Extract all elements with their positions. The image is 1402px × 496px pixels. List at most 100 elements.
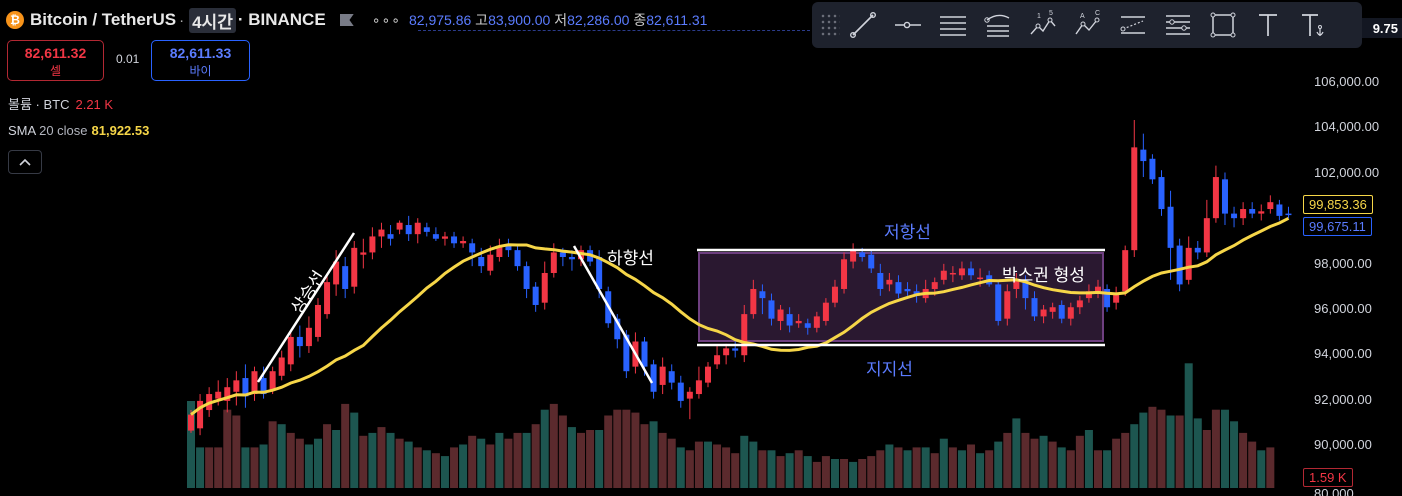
candle-body[interactable] (514, 250, 521, 267)
candle-body[interactable] (931, 282, 938, 289)
candle-body[interactable] (741, 314, 748, 356)
candle-body[interactable] (1240, 209, 1247, 219)
candle-body[interactable] (659, 366, 666, 385)
candle-body[interactable] (940, 270, 947, 280)
candle-body[interactable] (732, 348, 739, 351)
candle-body[interactable] (451, 236, 458, 244)
candle-body[interactable] (478, 257, 485, 267)
candle-body[interactable] (378, 229, 385, 237)
candle-body[interactable] (197, 400, 204, 429)
candle-body[interactable] (1212, 177, 1219, 219)
candle-body[interactable] (324, 282, 331, 315)
candle-body[interactable] (759, 291, 766, 299)
candle-body[interactable] (831, 286, 838, 303)
candle-body[interactable] (868, 254, 875, 269)
downtrend-line[interactable] (572, 245, 654, 384)
flag-icon[interactable] (339, 14, 354, 26)
parallel-channel-icon[interactable] (930, 5, 975, 45)
candle-body[interactable] (351, 247, 358, 287)
candle-body[interactable] (968, 268, 975, 276)
candle-body[interactable] (1049, 307, 1056, 312)
candle-body[interactable] (1203, 218, 1210, 253)
candle-body[interactable] (314, 304, 321, 337)
more-options-icon[interactable]: ∘∘∘ (371, 11, 401, 28)
candle-body[interactable] (859, 252, 866, 257)
candle-body[interactable] (1194, 247, 1201, 253)
candle-body[interactable] (723, 348, 730, 356)
candle-body[interactable] (414, 222, 421, 235)
candle-body[interactable] (405, 225, 412, 235)
candle-body[interactable] (260, 378, 267, 395)
timeframe[interactable]: 4시간 (189, 7, 236, 33)
candle-body[interactable] (704, 366, 711, 383)
candle-body[interactable] (1113, 293, 1120, 303)
candle-body[interactable] (977, 277, 984, 280)
candle-body[interactable] (1285, 213, 1292, 216)
candle-body[interactable] (686, 391, 693, 399)
candle-body[interactable] (188, 414, 194, 431)
candle-body[interactable] (614, 318, 621, 340)
candle-body[interactable] (251, 371, 258, 395)
candle-body[interactable] (841, 259, 848, 289)
candle-body[interactable] (750, 288, 757, 315)
buy-button[interactable]: 82,611.33 바이 (151, 40, 250, 81)
candle-body[interactable] (487, 254, 494, 271)
candle-body[interactable] (877, 272, 884, 289)
candle-body[interactable] (215, 391, 222, 399)
candle-body[interactable] (1040, 309, 1047, 317)
candle-body[interactable] (432, 234, 439, 239)
candle-body[interactable] (568, 257, 575, 260)
candle-body[interactable] (224, 387, 231, 401)
fib-extension-icon[interactable] (1155, 5, 1200, 45)
candle-body[interactable] (650, 364, 657, 392)
candle-body[interactable] (850, 250, 857, 262)
candle-body[interactable] (1185, 247, 1192, 280)
candle-body[interactable] (995, 284, 1002, 321)
candle-body[interactable] (813, 316, 820, 328)
candle-body[interactable] (523, 266, 530, 289)
candle-body[interactable] (1031, 298, 1038, 317)
candle-body[interactable] (1231, 213, 1238, 219)
candle-body[interactable] (822, 302, 829, 321)
candle-body[interactable] (1104, 288, 1111, 308)
candle-body[interactable] (1095, 286, 1101, 292)
candle-body[interactable] (333, 261, 340, 285)
candle-body[interactable] (1067, 307, 1074, 319)
candle-body[interactable] (360, 252, 367, 255)
candle-body[interactable] (695, 380, 702, 395)
candle-body[interactable] (1221, 179, 1228, 214)
anchored-text-icon[interactable] (1290, 5, 1335, 45)
candle-body[interactable] (387, 234, 394, 239)
candle-body[interactable] (1276, 204, 1283, 216)
candle-body[interactable] (596, 257, 603, 289)
candle-body[interactable] (886, 279, 893, 285)
candle-body[interactable] (287, 336, 294, 365)
candle-body[interactable] (795, 320, 802, 324)
candle-body[interactable] (469, 243, 476, 253)
candle-body[interactable] (623, 334, 630, 372)
candle-body[interactable] (342, 266, 349, 289)
text-icon[interactable] (1245, 5, 1290, 45)
candle-body[interactable] (269, 371, 276, 390)
candle-body[interactable] (958, 268, 965, 276)
candle-body[interactable] (496, 245, 503, 257)
long-position-icon[interactable] (1110, 5, 1155, 45)
candle-body[interactable] (1258, 211, 1265, 214)
candle-body[interactable] (1149, 158, 1156, 180)
candle-body[interactable] (1022, 279, 1029, 299)
candle-body[interactable] (278, 357, 285, 376)
horizontal-ray-icon[interactable] (885, 5, 930, 45)
candle-body[interactable] (895, 282, 902, 294)
candle-body[interactable] (1249, 209, 1256, 214)
candle-body[interactable] (641, 341, 648, 367)
trendline-icon[interactable] (840, 5, 885, 45)
candle-body[interactable] (1167, 206, 1174, 248)
candle-body[interactable] (460, 241, 467, 244)
candle-body[interactable] (768, 300, 775, 319)
sma-line[interactable] (190, 216, 1290, 416)
candle-body[interactable] (532, 286, 539, 305)
candle-body[interactable] (714, 355, 721, 365)
drag-handle-icon[interactable] (820, 13, 840, 37)
